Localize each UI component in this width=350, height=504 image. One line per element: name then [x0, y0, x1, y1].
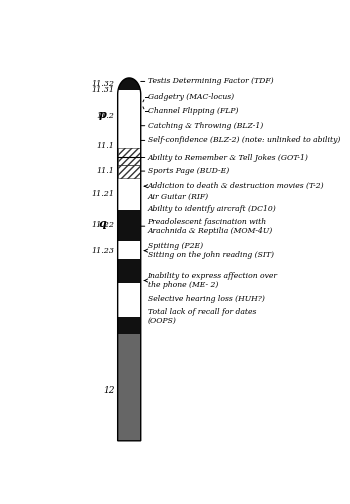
Text: Preadolescent fascination with
Arachnida & Reptilia (MOM-4U): Preadolescent fascination with Arachnida… [141, 218, 273, 235]
Text: Selective hearing loss (HUH?): Selective hearing loss (HUH?) [147, 295, 264, 303]
Text: Total lack of recall for dates
(OOPS): Total lack of recall for dates (OOPS) [147, 308, 256, 325]
Text: Testis Determining Factor (TDF): Testis Determining Factor (TDF) [141, 78, 273, 86]
Text: Addiction to death & destruction movies (T-2): Addiction to death & destruction movies … [145, 182, 324, 190]
Text: 11.32: 11.32 [91, 80, 114, 88]
Text: Self-confidence (BLZ-2) (note: unlinked to ability): Self-confidence (BLZ-2) (note: unlinked … [141, 137, 340, 145]
Text: 11.1: 11.1 [97, 142, 114, 150]
Text: 11.31: 11.31 [91, 86, 114, 94]
Bar [118, 178, 141, 210]
Text: q: q [99, 218, 107, 229]
Bar [118, 165, 141, 178]
Text: 11.1: 11.1 [97, 167, 114, 175]
Bar [118, 259, 141, 283]
Text: Channel Flipping (FLP): Channel Flipping (FLP) [147, 107, 238, 115]
Bar [118, 283, 141, 317]
Bar [118, 148, 141, 165]
Text: Catching & Throwing (BLZ-1): Catching & Throwing (BLZ-1) [141, 121, 263, 130]
Bar [118, 240, 141, 259]
Bar [118, 165, 141, 178]
Text: Ability to Remember & Tell Jokes (GOT-1): Ability to Remember & Tell Jokes (GOT-1) [141, 154, 308, 161]
Bar [118, 148, 141, 165]
Text: 11.2: 11.2 [97, 111, 114, 119]
Text: Inability to express affection over
the phone (ME- 2): Inability to express affection over the … [145, 272, 278, 289]
Text: 11.23: 11.23 [91, 247, 114, 256]
Text: p: p [99, 109, 107, 120]
Text: Spitting (P2E)
Sitting on the john reading (SIT): Spitting (P2E) Sitting on the john readi… [145, 242, 273, 259]
Text: Sports Page (BUD-E): Sports Page (BUD-E) [141, 167, 229, 175]
Text: 11.22: 11.22 [91, 221, 114, 229]
Bar [118, 334, 141, 441]
Bar [118, 78, 141, 90]
Text: 11.21: 11.21 [91, 190, 114, 198]
Text: 12: 12 [103, 386, 114, 395]
Bar [118, 317, 141, 334]
Text: Ability to identify aircraft (DC10): Ability to identify aircraft (DC10) [147, 205, 276, 213]
Text: Gadgetry (MAC-locus): Gadgetry (MAC-locus) [147, 93, 234, 101]
Text: Air Guitar (RIF): Air Guitar (RIF) [147, 193, 209, 201]
Bar [118, 90, 141, 148]
Bar [118, 210, 141, 240]
PathPatch shape [118, 78, 141, 441]
